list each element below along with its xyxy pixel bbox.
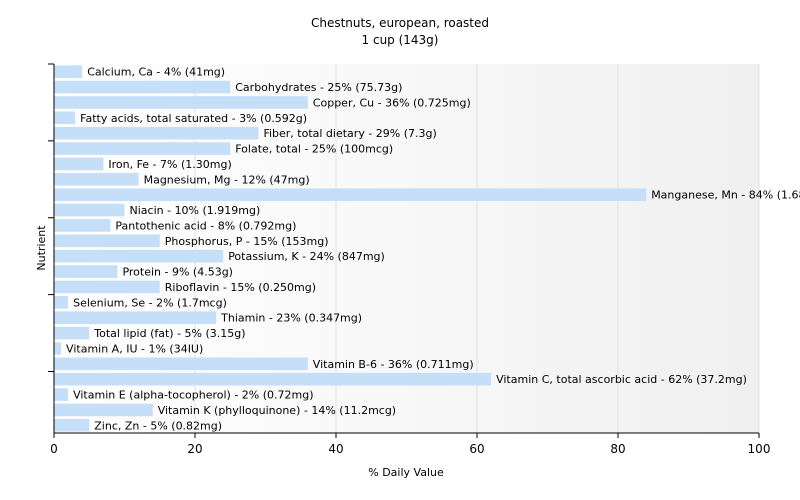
bar <box>54 265 118 278</box>
bar <box>54 80 231 94</box>
bar-label: Vitamin C, total ascorbic acid - 62% (37… <box>496 373 747 386</box>
bar-label: Folate, total - 25% (100mcg) <box>235 143 393 156</box>
bar-label: Vitamin K (phylloquinone) - 14% (11.2mcg… <box>158 404 396 417</box>
bar-label: Pantothenic acid - 8% (0.792mg) <box>115 219 296 232</box>
x-tick-label: 40 <box>328 442 343 456</box>
bar-label: Copper, Cu - 36% (0.725mg) <box>313 96 471 109</box>
bar-label: Thiamin - 23% (0.347mg) <box>220 312 362 325</box>
bar <box>54 388 69 401</box>
bar-label: Vitamin B-6 - 36% (0.711mg) <box>313 358 474 371</box>
bar <box>54 234 160 248</box>
bar <box>54 157 104 171</box>
bars: Calcium, Ca - 4% (41mg) Carbohydrates - 2… <box>54 65 800 432</box>
bar-label: Niacin - 10% (1.919mg) <box>130 204 261 217</box>
bar-label: Carbohydrates - 25% (75.73g) <box>235 81 402 94</box>
bar-label: Fatty acids, total saturated - 3% (0.592… <box>80 112 307 125</box>
x-tick-label: 100 <box>748 442 771 456</box>
bar <box>54 342 62 355</box>
bar <box>54 296 69 309</box>
bar <box>54 219 111 232</box>
bar <box>54 188 647 201</box>
x-tick-label: 60 <box>469 442 484 456</box>
bar-label: Phosphorus, P - 15% (153mg) <box>165 235 329 248</box>
bar <box>54 173 139 186</box>
bar-label: Iron, Fe - 7% (1.30mg) <box>108 158 231 171</box>
bar <box>54 96 308 109</box>
x-tick-label: 80 <box>610 442 625 456</box>
chart-subtitle: 1 cup (143g) <box>362 33 439 47</box>
bar-label: Protein - 9% (4.53g) <box>122 266 233 279</box>
bar <box>54 419 90 432</box>
bar-label: Calcium, Ca - 4% (41mg) <box>87 66 225 79</box>
bar-label: Zinc, Zn - 5% (0.82mg) <box>94 419 222 432</box>
y-axis-label: Nutrient <box>35 225 48 271</box>
bar-label: Magnesium, Mg - 12% (47mg) <box>144 173 310 186</box>
bar-label: Selenium, Se - 2% (1.7mcg) <box>73 296 227 309</box>
bar-label: Riboflavin - 15% (0.250mg) <box>165 281 316 294</box>
x-tick-label: 0 <box>50 442 58 456</box>
x-tick-label: 20 <box>187 442 202 456</box>
x-axis-label: % Daily Value <box>368 466 444 479</box>
x-ticks: 0 20 40 60 80 100 <box>50 433 770 456</box>
bar <box>54 357 308 371</box>
grid-lines <box>194 64 760 433</box>
bar <box>54 403 153 417</box>
bar <box>54 311 217 324</box>
bar-label: Fiber, total dietary - 29% (7.3g) <box>263 127 436 140</box>
bar-label: Potassium, K - 24% (847mg) <box>228 250 385 263</box>
bar-label: Vitamin E (alpha-tocopherol) - 2% (0.72m… <box>73 389 313 402</box>
chart-title: Chestnuts, european, roasted <box>311 16 489 30</box>
bar <box>54 326 90 340</box>
bar <box>54 126 259 140</box>
bar <box>54 280 160 294</box>
bar <box>54 111 76 125</box>
axes <box>48 63 759 434</box>
bar <box>54 203 125 217</box>
bar <box>54 142 231 155</box>
bar <box>54 65 83 78</box>
bar <box>54 249 224 263</box>
bar-label: Vitamin A, IU - 1% (34IU) <box>66 342 203 355</box>
bar-label: Total lipid (fat) - 5% (3.15g) <box>93 327 245 340</box>
bar-label: Manganese, Mn - 84% (1.687mg) <box>651 189 800 202</box>
bar <box>54 372 492 386</box>
plot-area <box>54 64 759 433</box>
